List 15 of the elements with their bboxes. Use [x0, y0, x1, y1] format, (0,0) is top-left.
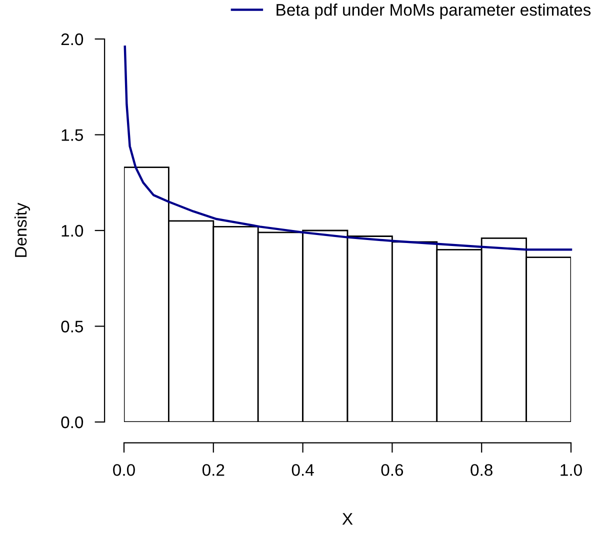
y-tick-label: 1.0 — [62, 224, 84, 237]
legend-label: Beta pdf under MoMs parameter estimates — [276, 4, 591, 20]
x-tick-label: 1.0 — [560, 464, 582, 476]
x-tick-label: 0.0 — [113, 464, 135, 476]
y-tick-label: 2.0 — [61, 33, 84, 46]
x-tick-label: 0.2 — [202, 464, 224, 476]
line-series — [124, 46, 572, 251]
x-axis-title: X — [342, 513, 353, 525]
x-tick-label: 0.4 — [292, 464, 314, 476]
x-tick-label: 0.6 — [381, 464, 404, 476]
y-tick-label: 0.0 — [61, 416, 84, 428]
x-tick-label: 0.8 — [470, 464, 492, 476]
y-tick-label: 0.5 — [61, 320, 84, 332]
y-axis-title: Density — [14, 202, 30, 257]
y-tick-label: 1.5 — [62, 129, 84, 141]
